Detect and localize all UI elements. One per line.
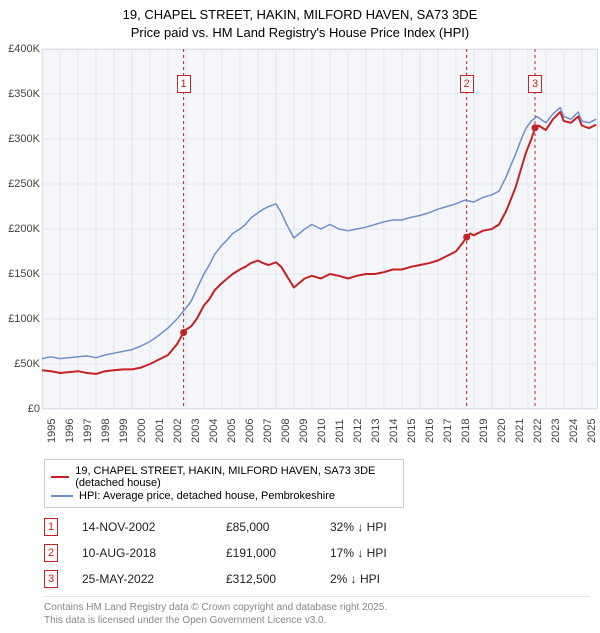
x-tick-label: 2017: [442, 419, 454, 443]
sale-price: £85,000: [226, 520, 306, 534]
sale-idx: 1: [44, 518, 58, 536]
legend-item: HPI: Average price, detached house, Pemb…: [51, 490, 397, 502]
x-tick-label: 2013: [370, 419, 382, 443]
x-tick-label: 2022: [532, 419, 544, 443]
legend-label: HPI: Average price, detached house, Pemb…: [79, 490, 335, 502]
x-tick-label: 2008: [280, 419, 292, 443]
y-tick-label: £100K: [0, 313, 40, 325]
y-tick-label: £0: [0, 403, 40, 415]
sale-date: 10-AUG-2018: [82, 546, 202, 560]
x-tick-label: 2002: [172, 419, 184, 443]
x-tick-label: 2011: [334, 419, 346, 443]
y-tick-label: £50K: [0, 358, 40, 370]
sale-diff: 32% ↓ HPI: [330, 520, 420, 534]
legend-label: 19, CHAPEL STREET, HAKIN, MILFORD HAVEN,…: [75, 465, 397, 489]
sale-idx: 2: [44, 544, 58, 562]
x-tick-label: 2004: [208, 419, 220, 443]
attribution: Contains HM Land Registry data © Crown c…: [44, 596, 590, 627]
sale-marker-3: 3: [528, 75, 542, 93]
y-tick-label: £400K: [0, 43, 40, 55]
title-line2: Price paid vs. HM Land Registry's House …: [10, 24, 590, 42]
x-tick-label: 2016: [424, 419, 436, 443]
legend-swatch: [51, 495, 73, 497]
y-tick-label: £350K: [0, 88, 40, 100]
y-tick-label: £300K: [0, 133, 40, 145]
x-tick-label: 2020: [496, 419, 508, 443]
x-tick-label: 1998: [100, 419, 112, 443]
sales-table: 114-NOV-2002£85,00032% ↓ HPI210-AUG-2018…: [44, 514, 590, 592]
sale-price: £312,500: [226, 572, 306, 586]
legend: 19, CHAPEL STREET, HAKIN, MILFORD HAVEN,…: [44, 459, 404, 508]
x-tick-label: 2014: [388, 419, 400, 443]
sale-row: 2 10-AUG-2018 £191,000 17% ↓ HPI: [44, 540, 590, 566]
x-tick-label: 2006: [244, 419, 256, 443]
y-tick-label: £250K: [0, 178, 40, 190]
chart-area: £0 £50K £100K £150K £200K £250K £300K £350K £400…: [0, 45, 600, 455]
sale-row: 3 25-MAY-2022 £312,500 2% ↓ HPI: [44, 566, 590, 592]
x-tick-label: 1996: [64, 419, 76, 443]
x-tick-label: 1995: [46, 419, 58, 443]
sale-price: £191,000: [226, 546, 306, 560]
x-tick-label: 2019: [478, 419, 490, 443]
x-tick-label: 2025: [586, 419, 598, 443]
x-tick-label: 2012: [352, 419, 364, 443]
x-tick-label: 2024: [568, 419, 580, 443]
legend-item: 19, CHAPEL STREET, HAKIN, MILFORD HAVEN,…: [51, 465, 397, 489]
attribution-line2: This data is licensed under the Open Gov…: [44, 614, 590, 627]
x-tick-label: 2018: [460, 419, 472, 443]
x-tick-label: 2001: [154, 419, 166, 443]
y-tick-label: £150K: [0, 268, 40, 280]
x-tick-label: 2003: [190, 419, 202, 443]
x-tick-label: 1999: [118, 419, 130, 443]
attribution-line1: Contains HM Land Registry data © Crown c…: [44, 601, 590, 614]
x-tick-label: 2005: [226, 419, 238, 443]
y-tick-label: £200K: [0, 223, 40, 235]
sale-diff: 2% ↓ HPI: [330, 572, 420, 586]
x-tick-label: 2021: [514, 419, 526, 443]
x-tick-label: 2023: [550, 419, 562, 443]
chart-svg: [0, 45, 600, 455]
title-line1: 19, CHAPEL STREET, HAKIN, MILFORD HAVEN,…: [10, 6, 590, 24]
sale-idx: 3: [44, 570, 58, 588]
x-tick-label: 2015: [406, 419, 418, 443]
sale-row: 1 14-NOV-2002 £85,000 32% ↓ HPI: [44, 514, 590, 540]
chart-container: 19, CHAPEL STREET, HAKIN, MILFORD HAVEN,…: [0, 0, 600, 627]
x-tick-label: 1997: [82, 419, 94, 443]
x-tick-label: 2009: [298, 419, 310, 443]
sale-date: 14-NOV-2002: [82, 520, 202, 534]
sale-date: 25-MAY-2022: [82, 572, 202, 586]
x-tick-label: 2007: [262, 419, 274, 443]
sale-marker-2: 2: [460, 75, 474, 93]
x-tick-label: 2000: [136, 419, 148, 443]
title-block: 19, CHAPEL STREET, HAKIN, MILFORD HAVEN,…: [0, 0, 600, 45]
sale-marker-1: 1: [177, 75, 191, 93]
x-tick-label: 2010: [316, 419, 328, 443]
legend-swatch: [51, 476, 69, 478]
sale-diff: 17% ↓ HPI: [330, 546, 420, 560]
